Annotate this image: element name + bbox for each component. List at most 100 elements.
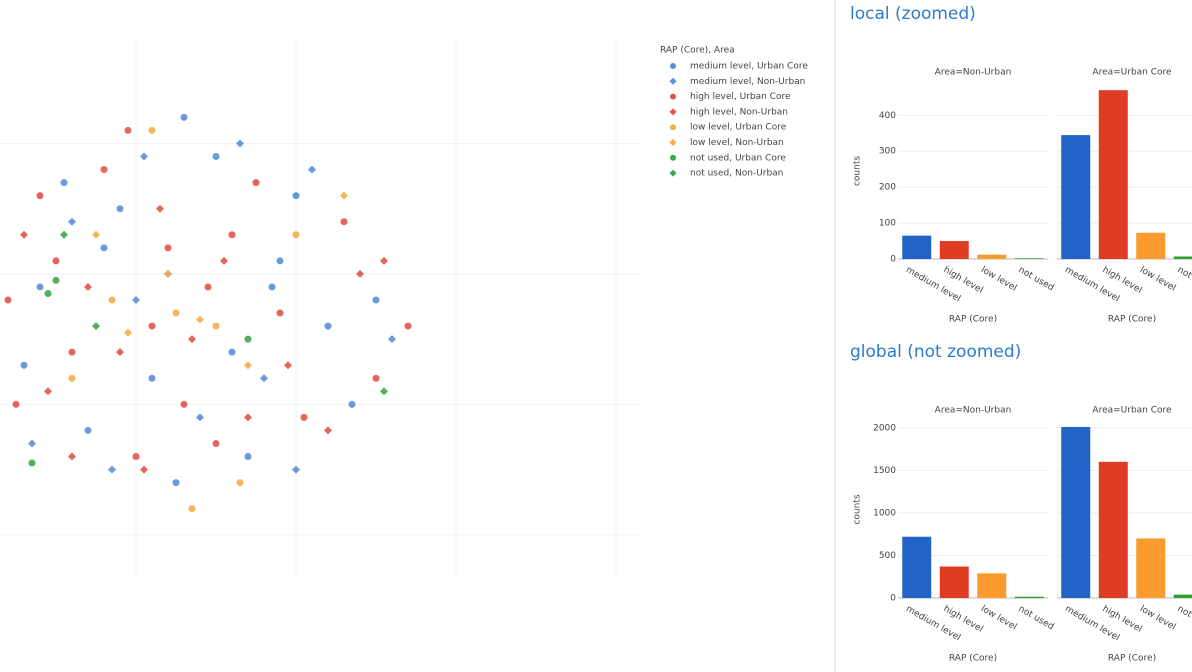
bar [1061, 135, 1091, 259]
point [100, 166, 108, 174]
point [228, 231, 236, 239]
legend-label: low level, Non-Urban [690, 138, 784, 148]
x-axis-label: RAP (Core) [949, 315, 997, 325]
y-tick-label: 500 [879, 551, 896, 561]
bar [939, 566, 969, 598]
point [308, 165, 316, 174]
legend-label: high level, Urban Core [690, 92, 791, 102]
point [172, 479, 180, 487]
bar [1098, 90, 1128, 259]
bar [902, 536, 932, 598]
point [188, 335, 196, 344]
point [340, 218, 348, 226]
point [164, 269, 172, 278]
point [196, 315, 204, 324]
point [60, 230, 68, 239]
point [116, 205, 124, 213]
point [148, 126, 156, 134]
bar [1173, 256, 1192, 259]
point [324, 426, 332, 435]
point [188, 505, 196, 513]
bar [1098, 461, 1128, 598]
point [68, 348, 76, 356]
panel-title: local (zoomed) [850, 4, 976, 24]
y-tick-label: 1000 [873, 508, 896, 518]
point [12, 400, 20, 408]
point [196, 413, 204, 422]
bar [1014, 258, 1044, 259]
facet-title: Area=Urban Core [1092, 68, 1172, 78]
point [164, 244, 172, 252]
point [84, 282, 92, 291]
bar [1136, 538, 1166, 598]
x-axis-label: RAP (Core) [1108, 315, 1156, 325]
point [244, 413, 252, 422]
point [156, 204, 164, 213]
point [108, 296, 116, 304]
point [244, 453, 252, 461]
point [84, 426, 92, 434]
point [132, 453, 140, 461]
point [212, 322, 220, 330]
legend-label: medium level, Urban Core [690, 62, 808, 72]
point [44, 387, 52, 396]
legend-label: medium level, Non-Urban [690, 77, 805, 87]
point [228, 348, 236, 356]
point [292, 231, 300, 239]
point [404, 322, 412, 330]
point [236, 139, 244, 148]
point [52, 276, 60, 284]
facet-title: Area=Non-Urban [935, 406, 1012, 416]
point [68, 374, 76, 382]
point [92, 322, 100, 331]
point [268, 283, 276, 291]
point [68, 217, 76, 226]
bar [977, 573, 1007, 598]
y-tick-label: 1500 [873, 466, 896, 476]
facet-title: Area=Non-Urban [935, 68, 1012, 78]
bar [1136, 232, 1166, 259]
legend-marker [669, 169, 677, 177]
point [132, 296, 140, 304]
point [148, 322, 156, 330]
point [292, 192, 300, 200]
point [340, 191, 348, 200]
bar [1061, 426, 1091, 598]
x-axis-label: RAP (Core) [949, 654, 997, 664]
point [380, 256, 388, 265]
x-tick-label: not used [1017, 265, 1056, 293]
point [180, 113, 188, 121]
point [116, 348, 124, 357]
point [4, 296, 12, 304]
bar [902, 235, 932, 259]
bar [1014, 596, 1044, 598]
point [276, 257, 284, 265]
point [388, 335, 396, 344]
legend-marker [670, 154, 676, 161]
legend-marker [670, 63, 676, 69]
point [36, 192, 44, 200]
legend-marker [669, 108, 677, 116]
y-tick-label: 2000 [873, 423, 896, 433]
x-tick-label: not used [1017, 604, 1056, 632]
point [28, 459, 36, 467]
point [372, 374, 380, 382]
point [300, 413, 308, 421]
y-tick-label: 100 [879, 219, 896, 229]
point [220, 256, 228, 265]
point [140, 465, 148, 474]
point [140, 152, 148, 161]
bar [1173, 594, 1192, 598]
legend-marker [670, 124, 676, 131]
point [244, 335, 252, 343]
bar [939, 241, 969, 259]
point [124, 328, 132, 337]
x-tick-label: low level [979, 265, 1018, 293]
x-tick-label: low level [1138, 265, 1177, 293]
y-tick-label: 300 [879, 147, 896, 157]
point [324, 322, 332, 330]
point [108, 465, 116, 474]
legend-title: RAP (Core), Area [660, 46, 735, 56]
x-tick-label: low level [1138, 604, 1177, 632]
point [380, 387, 388, 396]
